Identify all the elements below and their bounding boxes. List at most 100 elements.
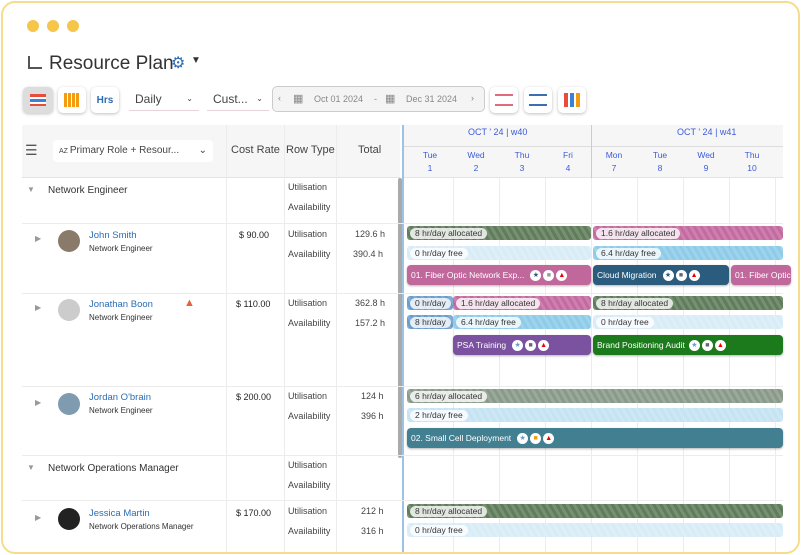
resource-name[interactable]: Jonathan Boon — [89, 299, 153, 310]
allocation-bar[interactable]: 8 hr/day allocated — [407, 226, 591, 240]
column-total[interactable]: Total — [358, 144, 382, 156]
task-label: 01. Fiber Optic Network Exp... — [411, 270, 525, 280]
collapse-group-icon[interactable]: ▼ — [27, 463, 35, 472]
chevron-down-icon[interactable]: ▼ — [191, 55, 201, 66]
hours-view-button[interactable]: Hrs — [91, 87, 119, 113]
column-row-type[interactable]: Row Type — [286, 144, 335, 156]
task-bar[interactable]: Cloud Migration ★ ■ ▲ — [593, 265, 729, 285]
gantt-view-button[interactable] — [23, 87, 53, 113]
bar-label: 0 hr/day — [410, 297, 451, 309]
cost-rate: $ 200.00 — [236, 392, 272, 402]
day-name: Tue — [422, 150, 438, 160]
row-type: Utilisation — [288, 182, 328, 192]
total-avail: 390.4 h — [353, 249, 384, 259]
bar-label: 8 hr/day — [410, 316, 451, 328]
day-name: Thu — [744, 150, 760, 160]
day-header: Tue 8 — [637, 149, 683, 175]
week-header: OCT ' 24 | w41 — [677, 127, 737, 137]
total-util: 124 h — [361, 391, 384, 401]
expand-row-icon[interactable]: ▶ — [35, 303, 42, 312]
resource-name[interactable]: Jordan O'brain — [89, 392, 152, 403]
task-bar[interactable]: 01. Fiber Optic Network Exp... ★ ■ ▲ — [407, 265, 591, 285]
allocation-bar[interactable]: 1.6 hr/day allocated — [453, 296, 591, 310]
day-number: 3 — [519, 163, 525, 173]
vertical-scrollbar[interactable] — [398, 178, 402, 458]
cost-rate: $ 110.00 — [236, 299, 271, 309]
filter-select[interactable]: Cust... ⌄ — [207, 87, 269, 111]
expand-row-icon[interactable]: ▶ — [35, 234, 42, 243]
view-select-value: Daily — [135, 91, 162, 106]
availability-bar[interactable]: 6.4 hr/day free — [593, 246, 783, 260]
page-title: Resource Plan — [49, 53, 174, 74]
bar-label: 6.4 hr/day free — [596, 247, 661, 259]
day-name: Fri — [563, 150, 573, 160]
bar-settings-button[interactable] — [524, 87, 552, 113]
day-header: Fri 4 — [545, 149, 591, 175]
date-to[interactable]: Dec 31 2024 — [406, 94, 458, 104]
group-by-select[interactable]: AZ Primary Role + Resour... ⌄ — [53, 140, 213, 162]
availability-bar[interactable]: 0 hr/day free — [407, 523, 783, 537]
star-icon: ★ — [512, 339, 524, 351]
row-type: Availability — [288, 202, 331, 212]
heatmap-icon — [64, 93, 80, 107]
warning-icon: ▲ — [538, 339, 550, 351]
task-bar[interactable]: PSA Training ★ ■ ▲ — [453, 335, 591, 355]
day-number: 4 — [565, 163, 571, 173]
row-type: Utilisation — [288, 298, 328, 308]
square-icon: ■ — [675, 269, 687, 281]
date-from[interactable]: Oct 01 2024 — [314, 94, 364, 104]
availability-bar[interactable]: 0 hr/day free — [407, 246, 591, 260]
star-icon: ★ — [688, 339, 700, 351]
prev-arrow-icon[interactable]: ‹ — [278, 93, 281, 103]
kpi-chart-icon — [564, 93, 580, 107]
collapse-group-icon[interactable]: ▼ — [27, 185, 35, 194]
day-header: Tue 1 — [407, 149, 453, 175]
row-type: Availability — [288, 411, 331, 421]
bar-label: 1.6 hr/day allocated — [596, 227, 681, 239]
availability-bar[interactable]: 6.4 hr/day free — [453, 315, 591, 329]
resource-name[interactable]: Jessica Martin — [89, 508, 150, 519]
task-bar[interactable]: 01. Fiber Optic — [731, 265, 791, 285]
task-bar[interactable]: Brand Positioning Audit ★ ■ ▲ — [593, 335, 783, 355]
allocation-bar[interactable]: 8 hr/day allocated — [593, 296, 783, 310]
cost-rate: $ 170.00 — [236, 508, 272, 518]
day-number: 7 — [611, 163, 617, 173]
calendar-icon: ▦ — [385, 93, 396, 105]
column-cost-rate[interactable]: Cost Rate — [231, 144, 280, 156]
calendar-icon: ▦ — [293, 93, 304, 105]
expand-row-icon[interactable]: ▶ — [35, 513, 42, 522]
expand-collapse-icon[interactable]: ☰ — [25, 142, 38, 158]
row-type: Utilisation — [288, 391, 328, 401]
allocation-bar[interactable]: 0 hr/day — [407, 296, 453, 310]
resource-plan-icon — [28, 56, 42, 69]
kpi-button[interactable] — [558, 87, 586, 113]
gear-icon[interactable]: ⚙ — [171, 55, 186, 72]
view-select[interactable]: Daily ⌄ — [129, 87, 199, 111]
expand-row-icon[interactable]: ▶ — [35, 398, 42, 407]
resource-name[interactable]: John Smith — [89, 230, 137, 241]
bar-label: 6.4 hr/day free — [456, 316, 521, 328]
heatmap-view-button[interactable] — [58, 87, 86, 113]
availability-bar[interactable]: 0 hr/day free — [593, 315, 783, 329]
day-header: Mon 7 — [591, 149, 637, 175]
availability-bar[interactable]: 8 hr/day — [407, 315, 453, 329]
task-bar[interactable]: 02. Small Cell Deployment ★ ■ ▲ — [407, 428, 783, 448]
availability-bar[interactable]: 2 hr/day free — [407, 408, 783, 422]
row-settings-button[interactable] — [490, 87, 518, 113]
allocation-bar[interactable]: 8 hr/day allocated — [407, 504, 783, 518]
day-name: Tue — [652, 150, 668, 160]
chevron-down-icon: ⌄ — [186, 94, 193, 103]
avatar — [58, 230, 80, 252]
allocation-bar[interactable]: 1.6 hr/day allocated — [593, 226, 783, 240]
next-arrow-icon[interactable]: › — [471, 93, 474, 103]
square-icon: ■ — [543, 269, 555, 281]
bar-label: 8 hr/day allocated — [410, 505, 488, 517]
date-range-picker[interactable]: ‹ ▦ Oct 01 2024 - ▦ Dec 31 2024 › — [272, 86, 485, 112]
row-type: Availability — [288, 526, 331, 536]
splitter[interactable] — [402, 125, 404, 552]
row-type: Utilisation — [288, 460, 328, 470]
task-label: 01. Fiber Optic — [735, 270, 791, 280]
allocation-bar[interactable]: 6 hr/day allocated — [407, 389, 783, 403]
day-number: 10 — [747, 163, 757, 173]
